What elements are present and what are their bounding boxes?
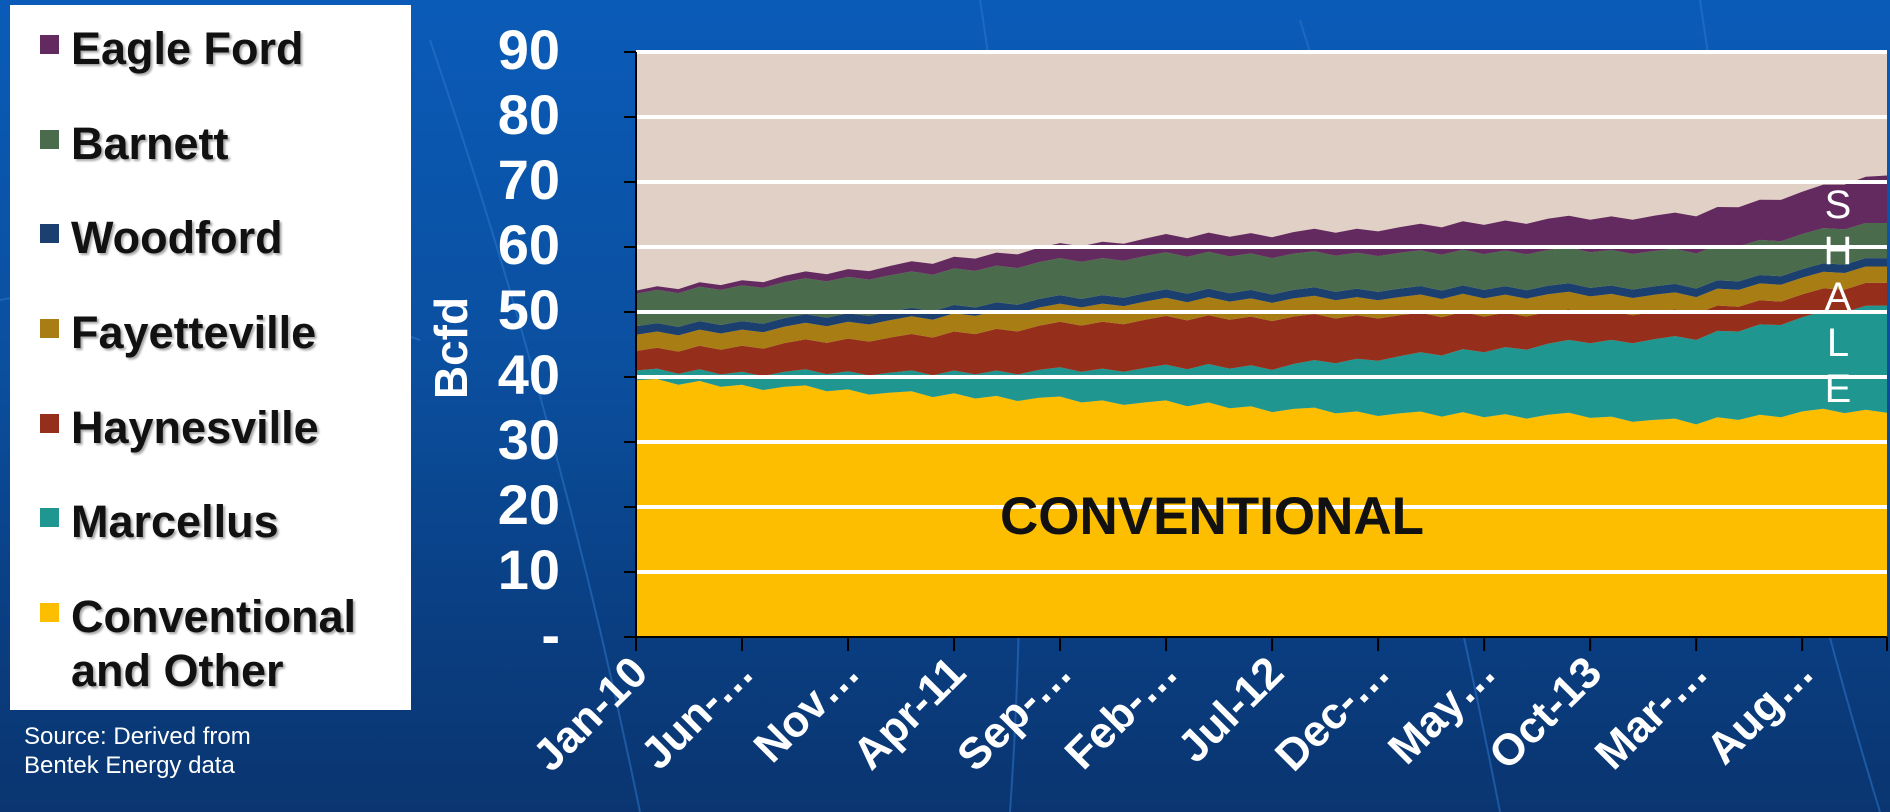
legend-swatch bbox=[40, 130, 59, 149]
x-tick-label: Apr-11 bbox=[844, 647, 975, 778]
legend-item-barnett: Barnett bbox=[40, 117, 229, 171]
x-tick-label: May… bbox=[1379, 647, 1505, 773]
legend-swatch bbox=[40, 603, 59, 622]
annotation-conventional: CONVENTIONAL bbox=[1000, 487, 1424, 546]
x-tick-label: Oct-13 bbox=[1480, 647, 1611, 778]
annotation-shale-letter: L bbox=[1827, 321, 1849, 365]
legend-swatch bbox=[40, 508, 59, 527]
x-tick-label: Jun-… bbox=[632, 647, 763, 778]
x-tick-label: Jan-10 bbox=[524, 647, 657, 780]
x-tick-label: Feb-… bbox=[1056, 647, 1187, 778]
area-series-haynesville bbox=[636, 282, 1887, 376]
legend-item-conventional-and-other: Conventional and Other bbox=[40, 590, 401, 698]
legend-item-fayetteville: Fayetteville bbox=[40, 306, 316, 360]
y-axis-title: Bcfd bbox=[425, 297, 477, 399]
area-series-eagle-ford bbox=[636, 175, 1887, 294]
y-tick-label: 60 bbox=[498, 213, 560, 276]
x-tick-label: Sep-… bbox=[948, 647, 1081, 780]
annotation-shale-letter: A bbox=[1825, 275, 1852, 319]
legend-item-eagle-ford: Eagle Ford bbox=[40, 22, 304, 76]
legend-label: Haynesville bbox=[71, 402, 319, 453]
legend-swatch bbox=[40, 35, 59, 54]
legend-swatch bbox=[40, 414, 59, 433]
x-tick-label: Mar-… bbox=[1586, 647, 1717, 778]
annotation-shale-letter: H bbox=[1824, 229, 1853, 273]
y-tick-label: 40 bbox=[498, 343, 560, 406]
legend-label: Conventional and Other bbox=[71, 591, 357, 696]
y-tick-label: 70 bbox=[498, 148, 560, 211]
y-tick-label: 50 bbox=[498, 278, 560, 341]
area-series-woodford bbox=[636, 258, 1887, 336]
y-tick-label: 30 bbox=[498, 408, 560, 471]
legend: Eagle Ford Barnett Woodford Fayetteville… bbox=[10, 5, 411, 710]
legend-swatch bbox=[40, 224, 59, 243]
y-tick-label: 90 bbox=[498, 18, 560, 81]
y-tick-label: 20 bbox=[498, 473, 560, 536]
legend-label: Woodford bbox=[71, 212, 283, 263]
legend-label: Marcellus bbox=[71, 496, 279, 547]
legend-label: Fayetteville bbox=[71, 307, 317, 358]
area-series-marcellus bbox=[636, 305, 1887, 425]
legend-item-haynesville: Haynesville bbox=[40, 401, 319, 455]
area-series-fayetteville bbox=[636, 266, 1887, 352]
legend-item-marcellus: Marcellus bbox=[40, 495, 279, 549]
y-tick-label: 80 bbox=[498, 83, 560, 146]
legend-swatch bbox=[40, 319, 59, 338]
y-tick-label: - bbox=[541, 603, 560, 666]
source-note: Source: Derived from Bentek Energy data bbox=[24, 723, 251, 779]
legend-label: Barnett bbox=[71, 118, 229, 169]
annotation-shale-letter: E bbox=[1825, 367, 1852, 411]
legend-label: Eagle Ford bbox=[71, 23, 304, 74]
x-tick-label: Nov… bbox=[745, 647, 870, 772]
x-tick-label: Dec-… bbox=[1266, 647, 1399, 780]
x-tick-label: Aug… bbox=[1697, 647, 1823, 773]
annotation-shale-letter: S bbox=[1825, 183, 1852, 227]
y-tick-label: 10 bbox=[498, 538, 560, 601]
legend-item-woodford: Woodford bbox=[40, 211, 283, 265]
